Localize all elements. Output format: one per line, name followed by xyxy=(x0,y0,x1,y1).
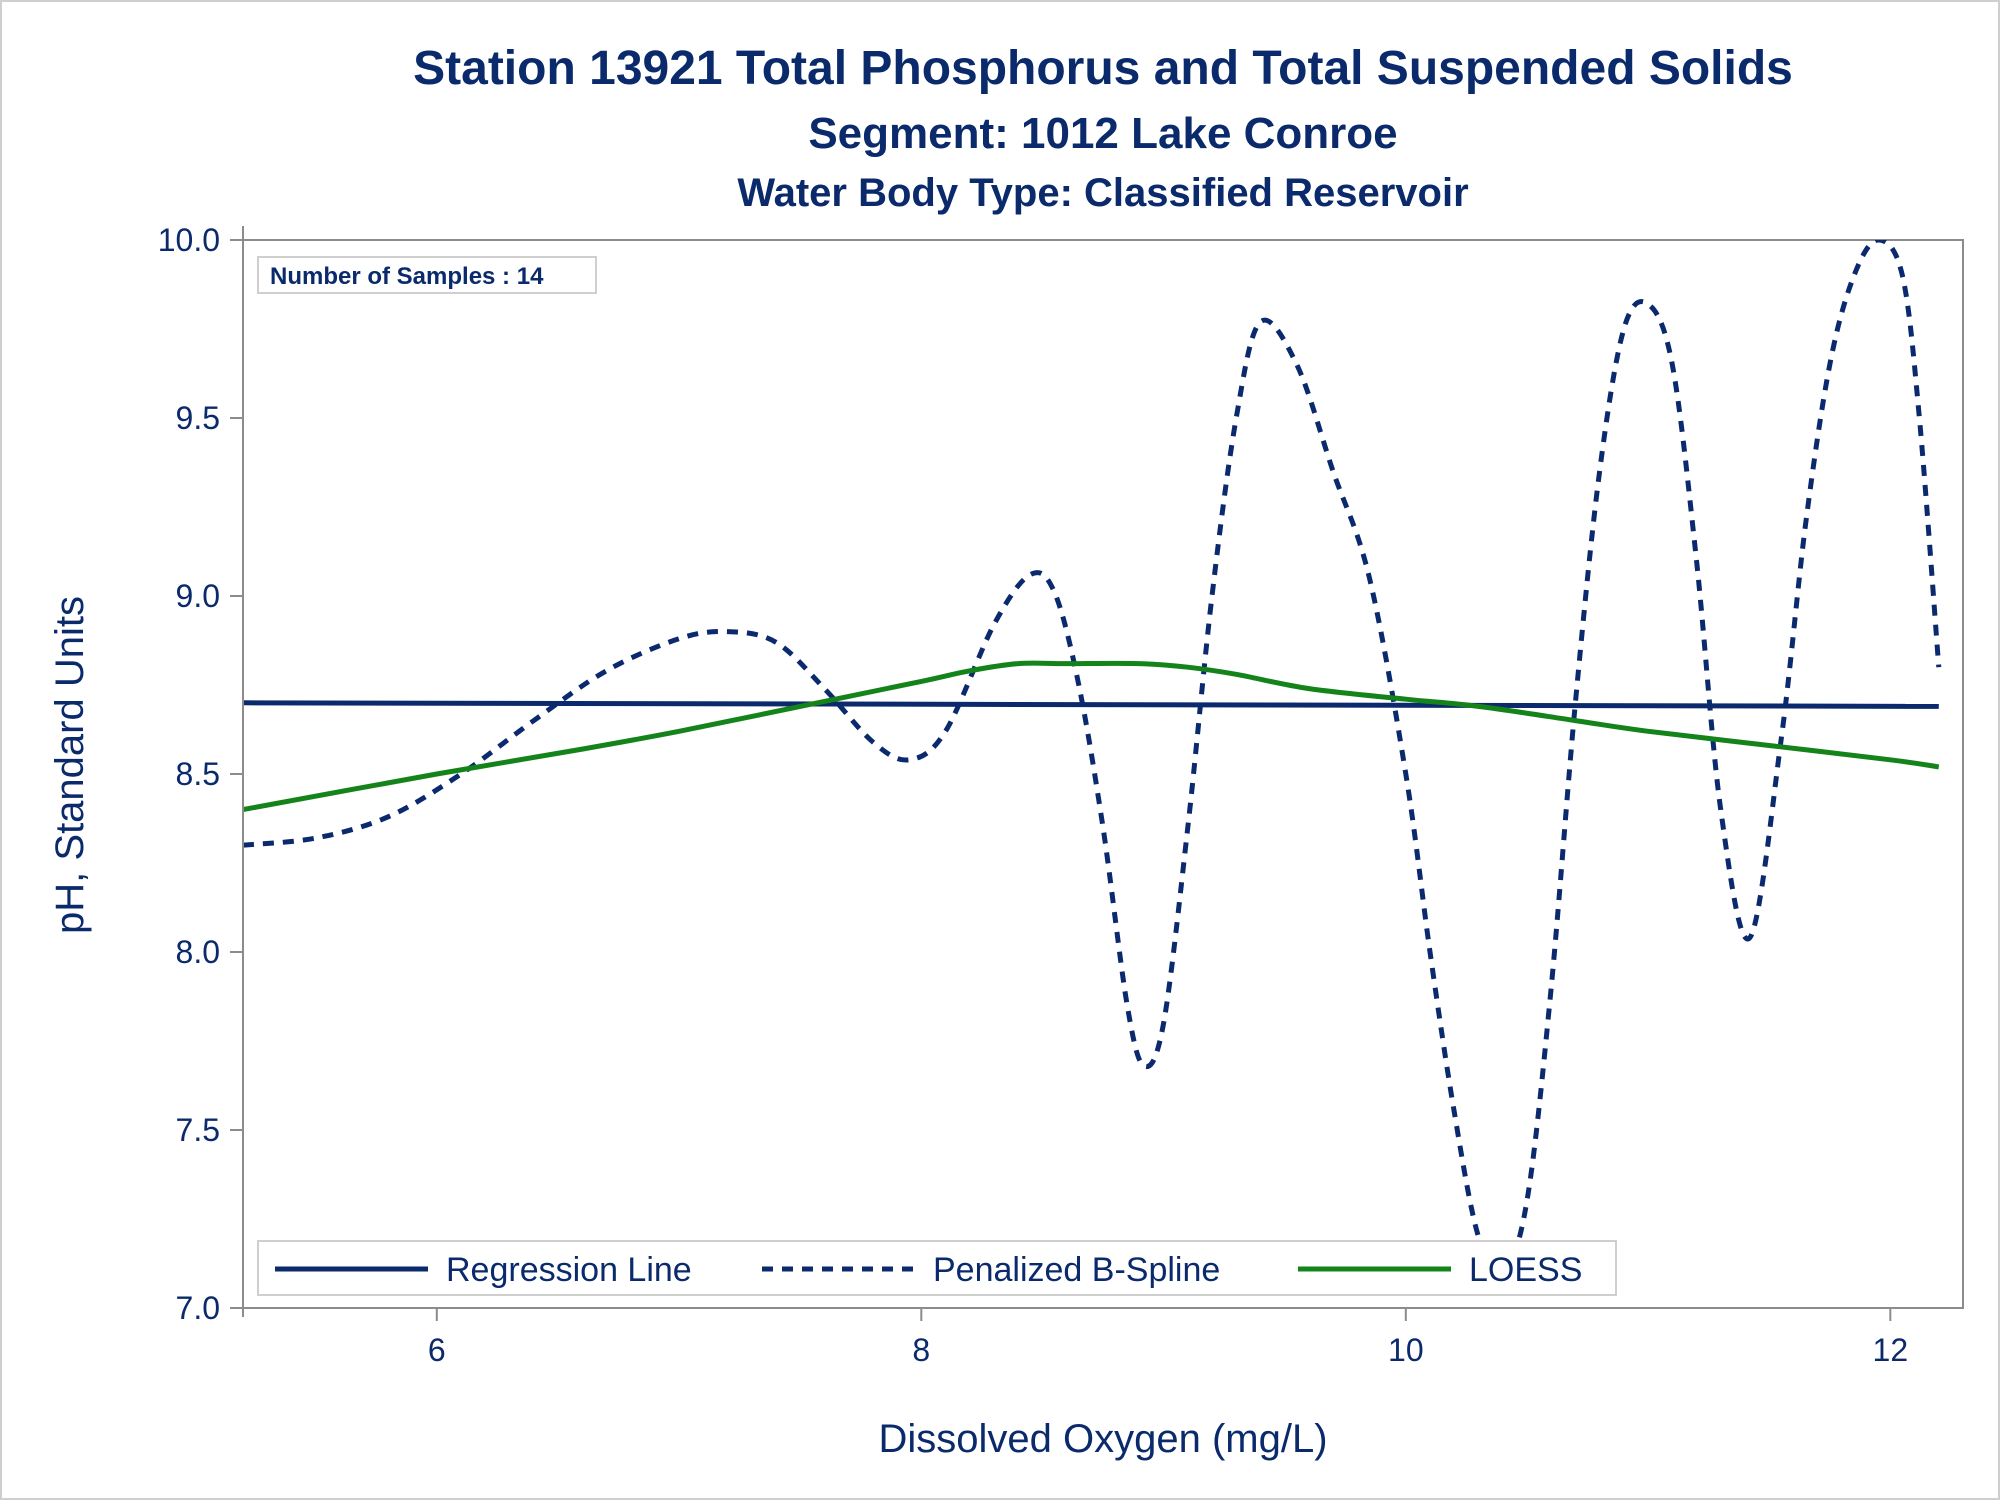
legend-label-spline: Penalized B-Spline xyxy=(933,1251,1220,1289)
y-tick-label: 8.0 xyxy=(176,934,220,970)
y-tick-label: 9.5 xyxy=(176,400,220,436)
y-tick-label: 8.5 xyxy=(176,756,220,792)
axes-layer: 7.0 7.5 8.0 8.5 9.0 9.5 10.0 6 8 10 12 xyxy=(158,222,1908,1368)
chart-title: Station 13921 Total Phosphorus and Total… xyxy=(413,42,1793,95)
y-tick-label: 7.5 xyxy=(176,1112,220,1148)
legend-label-loess: LOESS xyxy=(1469,1251,1582,1289)
x-tick-label: 8 xyxy=(912,1332,930,1368)
plot-area xyxy=(242,239,1964,1309)
chart-subtitle-2: Water Body Type: Classified Reservoir xyxy=(737,171,1468,215)
x-tick-label: 6 xyxy=(428,1332,446,1368)
plot-border xyxy=(242,239,1964,1309)
chart-subtitle: Segment: 1012 Lake Conroe xyxy=(808,109,1397,158)
sample-count-label: Number of Samples : 14 xyxy=(270,263,544,290)
series-loess xyxy=(243,660,1940,813)
legend: Regression Line Penalized B-Spline LOESS xyxy=(257,1240,1617,1296)
series-layer xyxy=(243,240,1942,1277)
y-tick-label: 10.0 xyxy=(158,222,220,258)
y-tick-label: 9.0 xyxy=(176,578,220,614)
series-penalized-bspline xyxy=(243,240,1942,1277)
series-regression-line xyxy=(243,700,1939,709)
y-tick-label: 7.0 xyxy=(176,1290,220,1326)
x-axis-label: Dissolved Oxygen (mg/L) xyxy=(878,1417,1327,1461)
legend-label-regression: Regression Line xyxy=(446,1251,692,1289)
x-tick-label: 12 xyxy=(1873,1332,1909,1368)
x-tick-label: 10 xyxy=(1388,1332,1424,1368)
sample-count-box: Number of Samples : 14 xyxy=(257,256,597,294)
y-axis-label: pH, Standard Units xyxy=(48,596,92,934)
